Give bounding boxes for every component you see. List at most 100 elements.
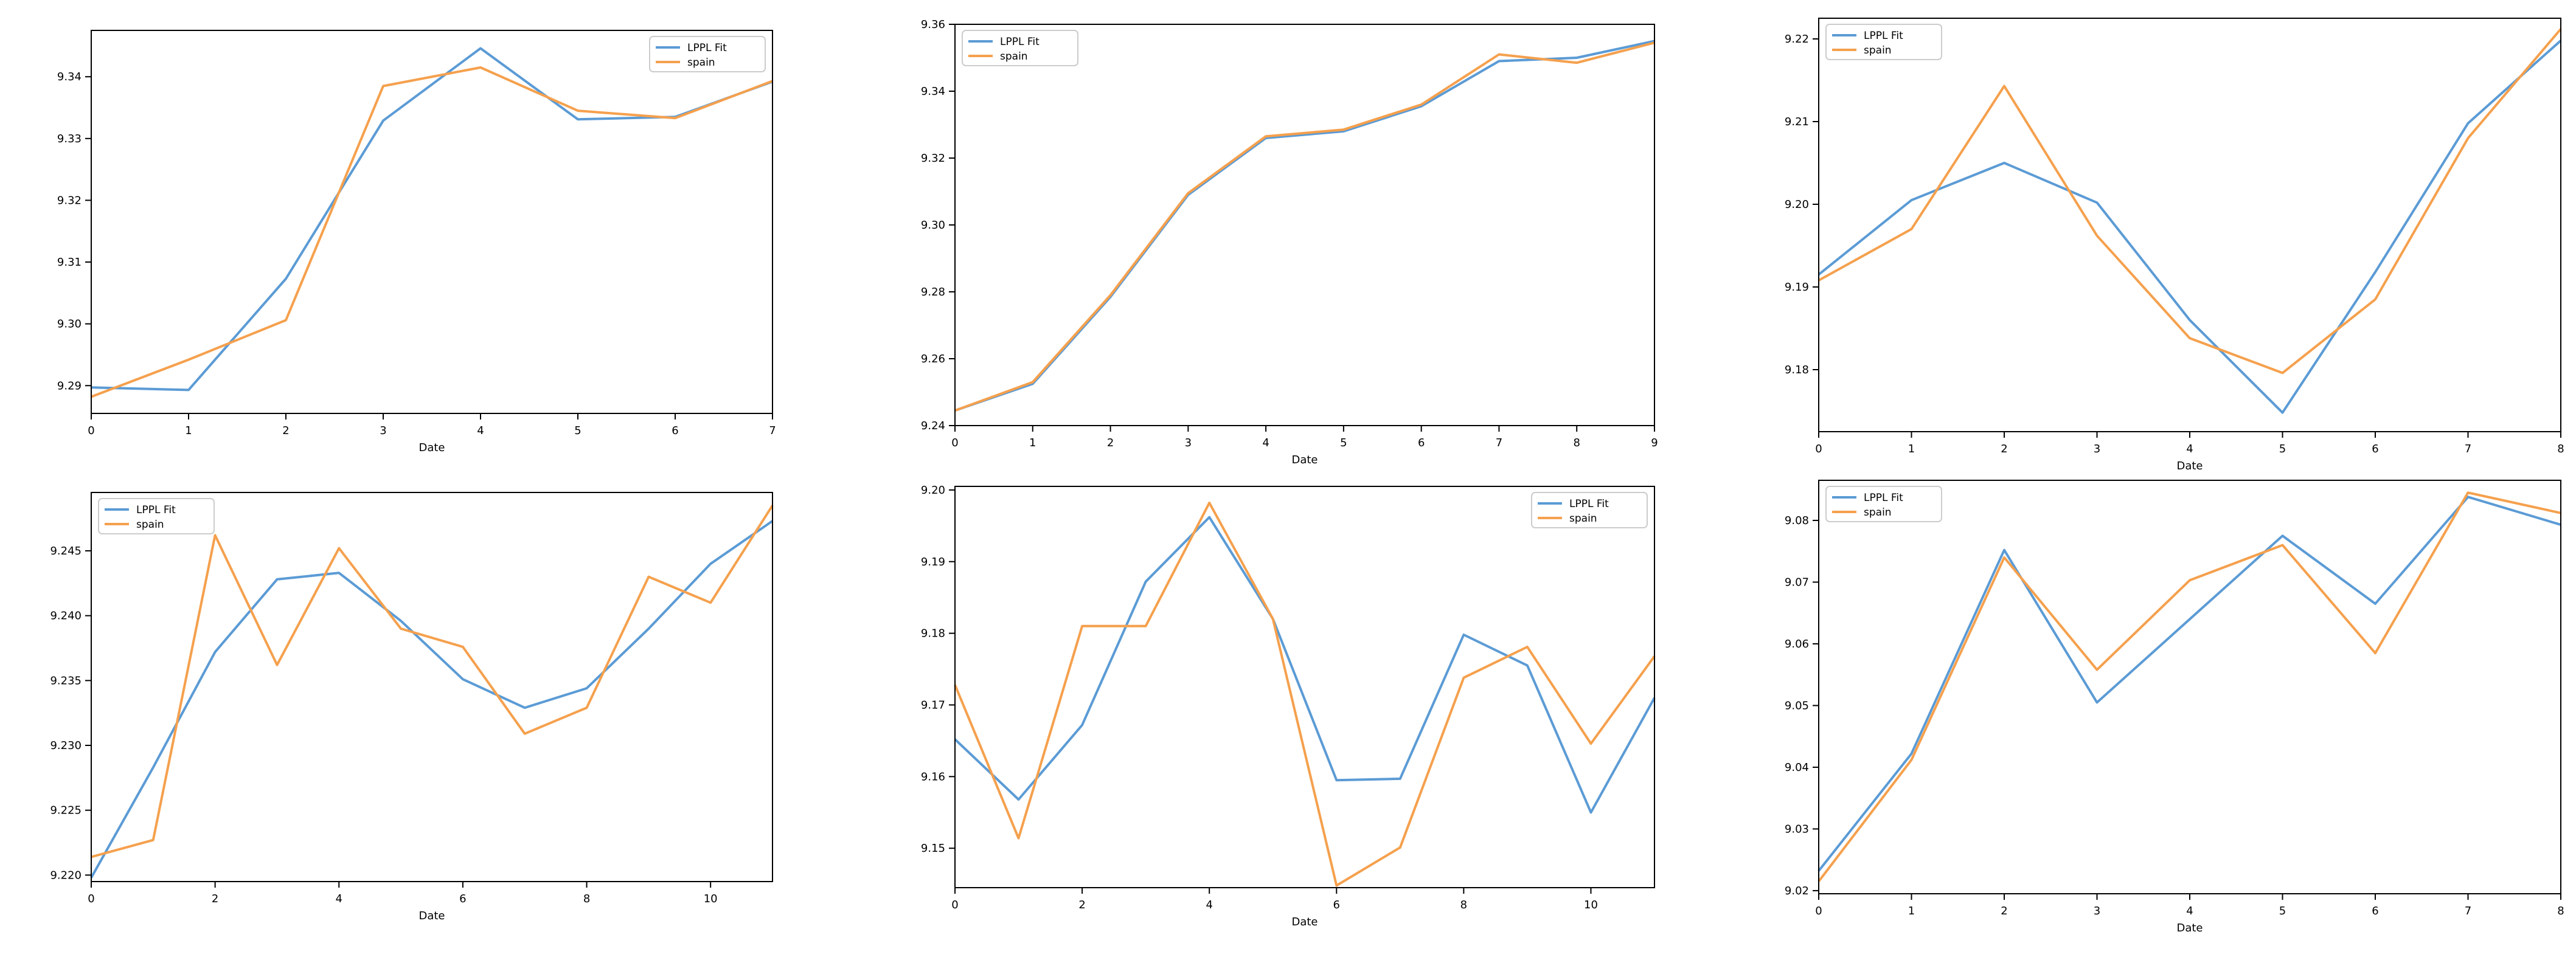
- x-axis-label: Date: [418, 910, 445, 922]
- line-chart: 0 1 2 3 4 5 6 7 9.29 9.30 9.31 9.32 9.33 9.34 Date LPPL…: [57, 30, 776, 454]
- y-tick-label: 9.03: [1785, 823, 1809, 835]
- x-tick-label: 7: [2465, 443, 2471, 455]
- chart-panel-top-left: 0 1 2 3 4 5 6 7 9.29 9.30 9.31 9.32 9.33 9.34 Date LPPL…: [24, 24, 779, 462]
- plot-frame: [1818, 18, 2561, 432]
- y-tick-label: 9.235: [50, 674, 82, 687]
- x-tick-label: 6: [2372, 905, 2378, 917]
- legend: LPPL Fit spain: [1825, 24, 1942, 60]
- plot-frame: [91, 30, 773, 414]
- y-tick-label: 9.20: [921, 484, 945, 497]
- x-tick-label: 1: [185, 424, 192, 437]
- x-axis-label: Date: [2176, 460, 2203, 472]
- x-tick-label: 5: [1340, 437, 1347, 449]
- x-tick-label: 8: [1460, 899, 1467, 911]
- y-tick-label: 9.17: [921, 699, 945, 711]
- y-tick-label: 9.32: [921, 152, 945, 165]
- legend-label: LPPL Fit: [1000, 36, 1040, 48]
- x-tick-label: 7: [1496, 437, 1502, 449]
- x-tick-label: 2: [1107, 437, 1114, 449]
- y-tick-label: 9.20: [1785, 198, 1809, 211]
- x-tick-label: 9: [1651, 437, 1658, 449]
- y-tick-label: 9.15: [921, 842, 945, 855]
- legend-label: LPPL Fit: [1864, 492, 1903, 504]
- series-line-0: [954, 40, 1655, 412]
- x-tick-label: 10: [1584, 899, 1598, 911]
- y-tick-label: 9.26: [921, 353, 945, 365]
- series-line-1: [91, 66, 773, 398]
- y-tick-label: 9.06: [1785, 638, 1809, 651]
- legend-label: spain: [1864, 44, 1892, 57]
- series-line-0: [1817, 40, 2562, 414]
- x-tick-label: 5: [2279, 905, 2286, 917]
- x-tick-label: 0: [951, 899, 958, 911]
- y-tick-label: 9.30: [57, 318, 82, 331]
- y-tick-label: 9.19: [921, 556, 945, 568]
- y-tick-label: 9.30: [921, 219, 945, 232]
- x-tick-label: 1: [1908, 905, 1915, 917]
- x-tick-label: 8: [2557, 443, 2564, 455]
- series-line-1: [954, 41, 1655, 412]
- y-tick-label: 9.36: [921, 18, 945, 31]
- x-tick-label: 6: [1333, 899, 1340, 911]
- x-tick-label: 5: [574, 424, 581, 437]
- chart-panel-bottom-middle: 0 2 4 6 8 10 9.15 9.16 9.17 9.18 9.19 9.20 Date LPPL …: [888, 480, 1661, 936]
- x-tick-label: 7: [2465, 905, 2471, 917]
- legend-label: spain: [136, 519, 164, 531]
- y-tick-label: 9.240: [50, 610, 82, 623]
- line-chart: 0 1 2 3 4 5 6 7 8 9.18 9.19 9.20 9.21 9.22 Date LPPL Fi…: [1785, 18, 2564, 472]
- x-tick-label: 5: [2279, 443, 2286, 455]
- y-tick-label: 9.05: [1785, 699, 1809, 712]
- y-tick-label: 9.230: [50, 739, 82, 752]
- legend-label: spain: [1000, 50, 1028, 63]
- x-tick-label: 2: [2001, 905, 2007, 917]
- x-tick-label: 4: [336, 893, 342, 905]
- y-tick-label: 9.19: [1785, 281, 1809, 294]
- series-line-0: [954, 516, 1656, 814]
- line-chart: 0 1 2 3 4 5 6 7 8 9 9.24 9.26 9.28 9.30 9.32 9.34 9.36 Da…: [921, 18, 1658, 466]
- chart-panel-top-right: 0 1 2 3 4 5 6 7 8 9.18 9.19 9.20 9.21 9.22 Date LPPL Fi…: [1752, 12, 2567, 480]
- y-tick-label: 9.16: [921, 770, 945, 783]
- x-tick-label: 4: [2186, 905, 2193, 917]
- x-axis-label: Date: [1291, 454, 1318, 466]
- y-tick-label: 9.08: [1785, 514, 1809, 527]
- plot-frame: [91, 492, 773, 882]
- legend: LPPL Fit spain: [98, 498, 215, 534]
- y-tick-label: 9.31: [57, 256, 82, 269]
- series-line-1: [1818, 28, 2562, 375]
- x-tick-label: 6: [672, 424, 678, 437]
- y-tick-label: 9.220: [50, 869, 82, 882]
- x-axis-label: Date: [2176, 922, 2203, 934]
- series-line-1: [1817, 491, 2561, 882]
- x-tick-label: 3: [380, 424, 386, 437]
- x-tick-label: 10: [704, 893, 718, 905]
- series-line-1: [91, 505, 774, 858]
- x-tick-label: 3: [2094, 905, 2100, 917]
- legend-label: spain: [1569, 513, 1597, 525]
- y-tick-label: 9.225: [50, 804, 82, 817]
- y-tick-label: 9.28: [921, 286, 945, 299]
- x-tick-label: 1: [1029, 437, 1036, 449]
- x-tick-label: 4: [2186, 443, 2193, 455]
- legend: LPPL Fit spain: [649, 36, 766, 72]
- series-line-1: [954, 502, 1656, 887]
- plot-frame: [954, 24, 1655, 426]
- y-tick-label: 9.02: [1785, 885, 1809, 897]
- series-line-0: [90, 520, 774, 879]
- x-tick-label: 3: [2094, 443, 2100, 455]
- x-tick-label: 3: [1185, 437, 1192, 449]
- y-tick-label: 9.245: [50, 545, 82, 558]
- y-tick-label: 9.34: [921, 85, 945, 98]
- x-tick-label: 4: [1206, 899, 1212, 911]
- y-tick-label: 9.29: [57, 379, 82, 392]
- legend-label: LPPL Fit: [1864, 30, 1903, 42]
- legend: LPPL Fit spain: [1531, 492, 1648, 528]
- chart-panel-bottom-right: 0 1 2 3 4 5 6 7 8 9.02 9.03 9.04 9.05 9.06 9.07 9.08 Dat…: [1752, 474, 2567, 942]
- y-tick-label: 9.18: [921, 627, 945, 640]
- chart-panel-bottom-left: 0 2 4 6 8 10 9.220 9.225 9.230 9.235 9.240 9.245 Dat…: [24, 486, 779, 930]
- x-tick-label: 0: [88, 893, 94, 905]
- legend-label: LPPL Fit: [687, 42, 727, 54]
- series-line-0: [91, 47, 773, 392]
- plot-frame: [1818, 480, 2561, 894]
- x-tick-label: 0: [1815, 905, 1822, 917]
- legend-label: LPPL Fit: [136, 504, 176, 516]
